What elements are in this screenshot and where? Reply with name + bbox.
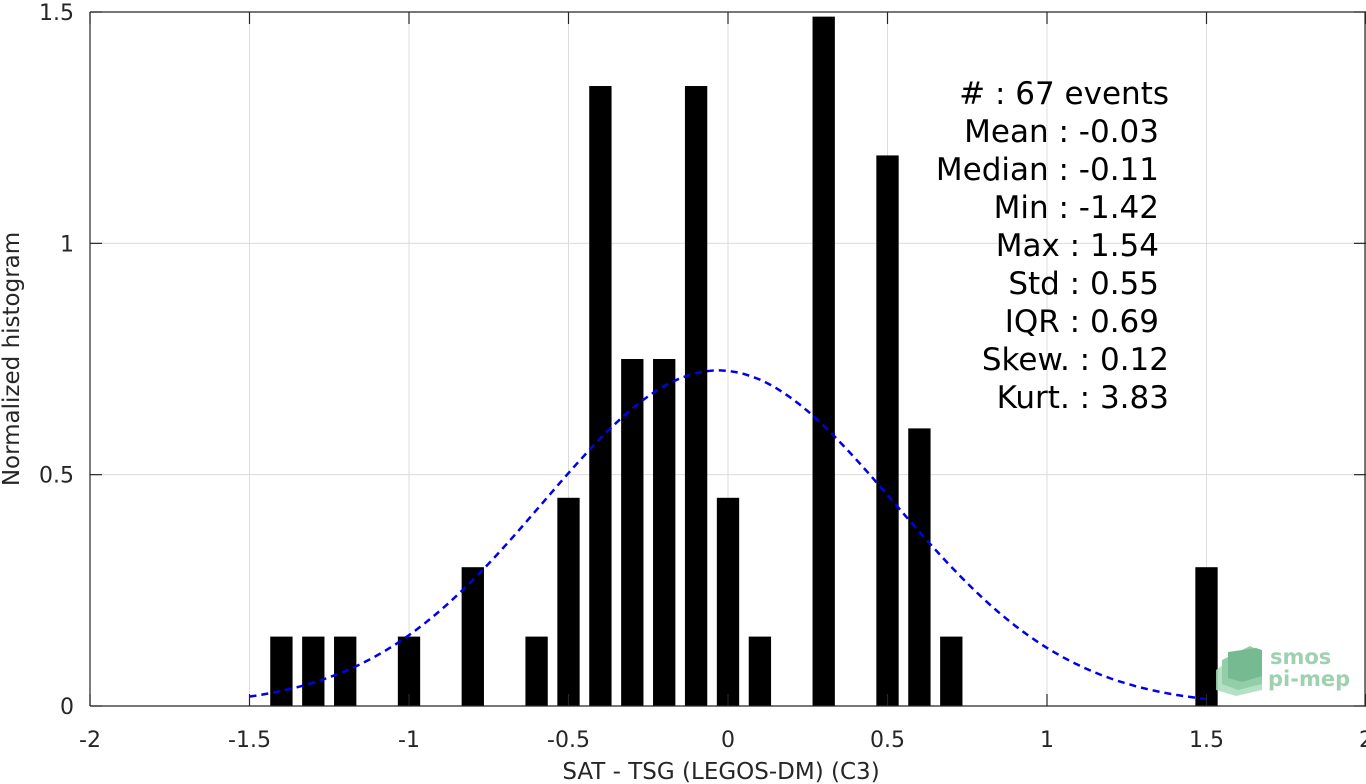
stat-events: # : 67 events: [959, 76, 1169, 112]
y-tick-label: 1: [60, 232, 74, 257]
x-tick-label: 0.5: [870, 728, 905, 753]
stats-box: # : 67 events Mean : -0.03 Median : -0.1…: [936, 76, 1169, 416]
y-tick-label: 0: [60, 695, 74, 720]
stat-kurt: Kurt. : 3.83: [997, 380, 1169, 416]
histogram-bar: [1195, 567, 1218, 706]
histogram-bar: [557, 497, 580, 706]
stat-mean: Mean : -0.03: [964, 114, 1159, 150]
smos-pi-mep-logo: smos pi-mep: [1216, 645, 1350, 696]
logo-text-pimep: pi-mep: [1268, 667, 1350, 691]
stat-min: Min : -1.42: [994, 190, 1159, 226]
stat-max: Max : 1.54: [996, 228, 1159, 264]
x-tick-label: -1: [398, 728, 420, 753]
gaussian-fit-curve: [249, 369, 1207, 701]
histogram-bar: [653, 359, 676, 706]
x-tick-label: -2: [79, 728, 101, 753]
histogram-bar: [940, 636, 963, 706]
stat-iqr: IQR : 0.69: [1005, 304, 1159, 340]
x-tick-label: 1.5: [1189, 728, 1224, 753]
histogram-bar: [812, 16, 835, 707]
stat-median: Median : -0.11: [936, 152, 1159, 188]
logo-text-smos: smos: [1270, 645, 1331, 669]
x-axis-label: SAT - TSG (LEGOS-DM) (C3): [562, 759, 879, 784]
x-tick-label: 2: [1359, 728, 1366, 753]
histogram-bar: [397, 636, 421, 706]
y-axis-label: Normalized histogram: [0, 232, 25, 486]
y-tick-label: 0.5: [39, 464, 74, 489]
x-tick-labels: -2 -1.5 -1 -0.5 0 0.5 1 1.5 2: [79, 12, 1366, 753]
histogram-bar: [589, 86, 612, 706]
x-tick-label: -0.5: [547, 728, 590, 753]
x-tick-label: -1.5: [228, 728, 271, 753]
stat-std: Std : 0.55: [1008, 266, 1159, 302]
histogram-bars: [270, 16, 1218, 707]
histogram-bar: [716, 497, 740, 706]
histogram-bar: [748, 636, 772, 706]
histogram-bar: [876, 155, 899, 707]
histogram-bar: [461, 567, 484, 706]
logo-waves-icon: [1216, 646, 1262, 696]
histogram-bar: [302, 636, 325, 706]
histogram-bar: [684, 86, 708, 706]
x-tick-label: 0: [721, 728, 735, 753]
y-tick-label: 1.5: [39, 1, 74, 26]
x-tick-label: 1: [1040, 728, 1054, 753]
stat-skew: Skew. : 0.12: [982, 342, 1169, 378]
histogram-bar: [908, 428, 931, 706]
histogram-bar: [270, 636, 293, 706]
histogram-bar: [621, 359, 644, 706]
histogram-bar: [525, 636, 548, 706]
y-tick-labels: 0 0.5 1 1.5: [39, 1, 1366, 720]
